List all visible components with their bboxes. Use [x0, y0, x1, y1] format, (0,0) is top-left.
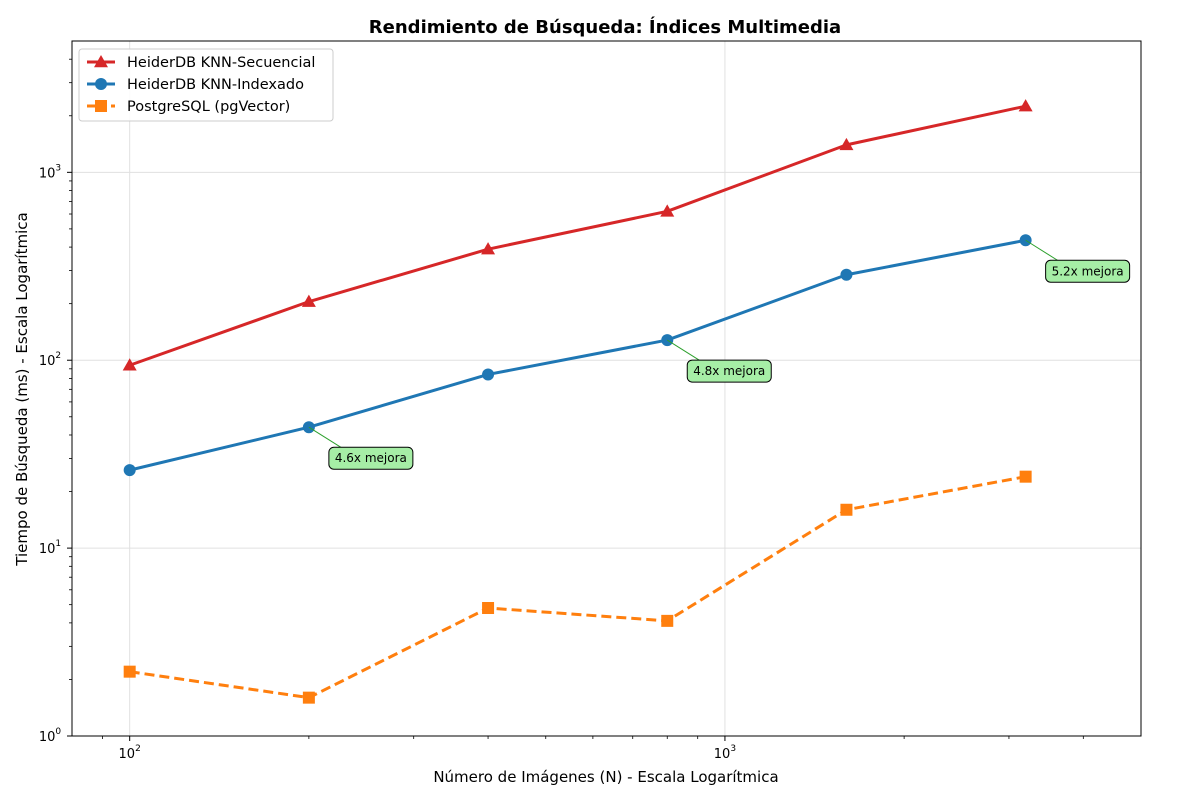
x-axis-label: Número de Imágenes (N) - Escala Logarítm… — [433, 768, 778, 786]
series-line — [129, 475, 1026, 700]
data-point-square — [482, 602, 495, 615]
y-axis-label: Tiempo de Búsqueda (ms) - Escala Logarít… — [13, 212, 31, 566]
data-point-circle — [840, 268, 853, 281]
annotation-layer: 4.6x mejora 4.8x mejora 5.2x mejora — [308, 239, 1131, 470]
annotation-label: 4.6x mejora — [335, 451, 407, 465]
y-tick-label: 100 — [39, 727, 62, 745]
data-point-square — [302, 691, 315, 704]
legend-marker — [94, 55, 108, 68]
annotation-arrow — [666, 339, 703, 363]
y-tick-label: 102 — [39, 351, 61, 369]
y-tick-label: 103 — [39, 163, 61, 181]
data-point-triangle — [839, 137, 854, 151]
legend-label: PostgreSQL (pgVector) — [127, 99, 290, 115]
annotation-box — [686, 359, 772, 383]
annotation-label: 4.8x mejora — [693, 364, 765, 378]
data-point-circle — [482, 368, 495, 381]
data-point-square — [123, 665, 136, 678]
legend-label: HeiderDB KNN-Indexado — [127, 77, 304, 93]
annotation: 4.8x mejora — [666, 339, 772, 383]
legend-box — [78, 48, 334, 122]
ticks: 102 103 100 101 102 103 — [39, 58, 1084, 762]
series-line — [129, 238, 1026, 472]
series-postgresql-pgvector- — [123, 470, 1032, 704]
series-heiderdb-knn-secuencial — [122, 99, 1033, 371]
data-point-triangle — [481, 242, 496, 255]
data-point-circle — [123, 464, 136, 477]
annotation-arrow — [308, 426, 345, 450]
grid — [72, 41, 1141, 737]
legend-marker — [95, 100, 107, 112]
data-point-square — [840, 503, 853, 516]
annotation: 4.6x mejora — [308, 426, 414, 470]
y-tick-label: 101 — [39, 539, 61, 557]
annotation-box — [1045, 259, 1131, 283]
legend-marker — [95, 78, 107, 90]
annotation-box — [328, 446, 414, 470]
legend-label: HeiderDB KNN-Secuencial — [127, 55, 315, 71]
data-point-triangle — [301, 294, 316, 307]
x-tick-label: 102 — [119, 744, 141, 762]
plot-frame — [71, 40, 1142, 737]
x-tick-label: 103 — [714, 744, 736, 762]
series-layer — [122, 99, 1033, 704]
data-point-triangle — [1018, 99, 1033, 112]
data-point-square — [661, 614, 674, 627]
annotation: 5.2x mejora — [1025, 239, 1131, 283]
data-point-square — [1019, 470, 1032, 483]
annotation-arrow — [1025, 239, 1061, 263]
data-point-triangle — [660, 204, 675, 217]
legend: HeiderDB KNN-Secuencial HeiderDB KNN-Inde… — [78, 48, 334, 122]
annotation-label: 5.2x mejora — [1052, 264, 1124, 278]
series-line — [129, 104, 1026, 367]
data-point-triangle — [122, 358, 137, 371]
chart-title: Rendimiento de Búsqueda: Índices Multime… — [369, 16, 841, 38]
series-heiderdb-knn-indexado — [123, 234, 1032, 477]
